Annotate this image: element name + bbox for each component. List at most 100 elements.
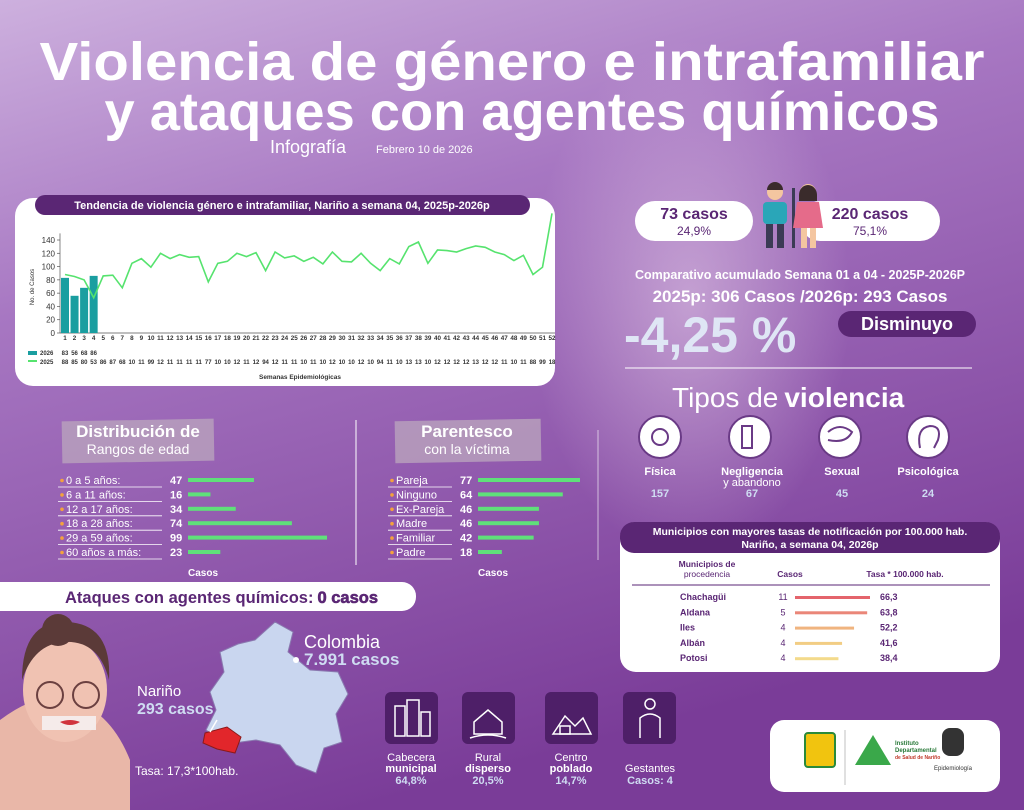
table-value: 10 bbox=[511, 360, 518, 366]
x-tick-label: 25 bbox=[291, 335, 299, 342]
bullet bbox=[60, 493, 64, 497]
type-name: Física bbox=[644, 466, 676, 478]
value-label: 99 bbox=[170, 533, 182, 545]
table-value: 10 bbox=[320, 360, 327, 366]
female-cases: 220 casos bbox=[832, 206, 909, 223]
category-label: Ninguno bbox=[396, 489, 437, 501]
comparison-change: -4,25 % bbox=[624, 307, 796, 363]
table-value: 12 bbox=[234, 360, 241, 366]
x-tick-label: 29 bbox=[329, 335, 337, 342]
table-value: 11 bbox=[167, 360, 174, 366]
bar bbox=[478, 535, 534, 540]
x-tick-label: 15 bbox=[195, 335, 203, 342]
table-value: 10 bbox=[396, 360, 403, 366]
bar bbox=[478, 492, 563, 497]
table-value: 10 bbox=[339, 360, 346, 366]
x-tick-label: 50 bbox=[529, 335, 537, 342]
table-value: 80 bbox=[81, 360, 88, 366]
table-value: 99 bbox=[148, 360, 155, 366]
table-value: 11 bbox=[196, 360, 203, 366]
type-value: 157 bbox=[651, 488, 669, 500]
table-value: 13 bbox=[415, 360, 422, 366]
legend-label: 2026 bbox=[40, 351, 54, 357]
female-pill bbox=[800, 201, 940, 241]
x-tick-label: 47 bbox=[501, 335, 509, 342]
area-label: Centro bbox=[554, 752, 587, 764]
x-tick-label: 34 bbox=[377, 335, 385, 342]
y-tick-label: 40 bbox=[46, 302, 55, 311]
table-value: 83 bbox=[62, 351, 69, 357]
x-tick-label: 46 bbox=[491, 335, 499, 342]
x-axis-label: Casos bbox=[478, 568, 508, 579]
table-header: Municipios de bbox=[679, 559, 736, 569]
area-label: Rural bbox=[475, 752, 501, 764]
male-cases: 73 casos bbox=[660, 206, 728, 223]
category-label: 18 a 28 años: bbox=[66, 518, 133, 530]
area-icons bbox=[385, 692, 676, 744]
type-name: Psicológica bbox=[897, 466, 959, 478]
subtitle: Infografía bbox=[270, 137, 347, 157]
x-tick-label: 42 bbox=[453, 335, 461, 342]
x-tick-label: 40 bbox=[434, 335, 442, 342]
table-value: 88 bbox=[62, 360, 69, 366]
table-value: 10 bbox=[300, 360, 307, 366]
value-label: 23 bbox=[170, 547, 182, 559]
category-label: Ex-Pareja bbox=[396, 504, 445, 516]
x-tick-label: 23 bbox=[272, 335, 280, 342]
type-subname: y abandono bbox=[723, 477, 781, 489]
cases: 4 bbox=[780, 638, 785, 648]
line bbox=[64, 213, 553, 300]
category-label: Familiar bbox=[396, 533, 435, 545]
x-tick-label: 51 bbox=[539, 335, 547, 342]
table-value: 11 bbox=[243, 360, 250, 366]
chemical-label: Ataques con agentes químicos: bbox=[65, 589, 313, 607]
table-value: 11 bbox=[186, 360, 193, 366]
municipality: Chachagüi bbox=[680, 592, 726, 602]
table-value: 11 bbox=[281, 360, 288, 366]
table-value: 12 bbox=[329, 360, 336, 366]
table-value: 12 bbox=[434, 360, 441, 366]
rate: 38,4 bbox=[880, 653, 898, 663]
value-label: 42 bbox=[460, 533, 472, 545]
table-value: 12 bbox=[253, 360, 260, 366]
cases: 5 bbox=[780, 607, 785, 617]
country: Colombia bbox=[304, 632, 381, 652]
table-value: 12 bbox=[157, 360, 164, 366]
bar bbox=[478, 521, 539, 526]
woman-illustration bbox=[0, 614, 130, 810]
logo-text: Epidemiología bbox=[934, 766, 973, 772]
trend-title-pill bbox=[35, 195, 530, 215]
value-label: 47 bbox=[170, 475, 182, 487]
table-value: 11 bbox=[176, 360, 183, 366]
cases: 4 bbox=[780, 623, 785, 633]
rate: 63,8 bbox=[880, 607, 898, 617]
table-value: 12 bbox=[453, 360, 460, 366]
area-value: 64,8% bbox=[395, 775, 426, 787]
municipalities-title-pill bbox=[620, 522, 1000, 553]
violence-icons bbox=[638, 415, 950, 459]
bar bbox=[80, 287, 89, 333]
x-tick-label: 9 bbox=[140, 335, 144, 342]
table-value: 10 bbox=[425, 360, 432, 366]
chemical-value: 0 casos bbox=[317, 589, 378, 607]
area-value: 14,7% bbox=[555, 775, 586, 787]
municipality: Aldana bbox=[680, 607, 711, 617]
y-tick-label: 140 bbox=[42, 236, 56, 245]
table-header: Tasa * 100.000 hab. bbox=[866, 569, 943, 579]
table-value: 94 bbox=[377, 360, 384, 366]
type-value: 45 bbox=[836, 488, 848, 500]
x-tick-label: 31 bbox=[348, 335, 356, 342]
chart-subtitle: con la víctima bbox=[424, 441, 510, 457]
table-header: Casos bbox=[777, 569, 803, 579]
x-tick-label: 39 bbox=[424, 335, 432, 342]
table-value: 77 bbox=[205, 360, 212, 366]
area-label: Gestantes bbox=[625, 763, 676, 775]
date: Febrero 10 de 2026 bbox=[376, 144, 473, 156]
rate-bar bbox=[795, 657, 839, 661]
x-tick-label: 45 bbox=[482, 335, 490, 342]
y-tick-label: 120 bbox=[42, 249, 56, 258]
x-tick-label: 6 bbox=[111, 335, 115, 342]
rate-bar bbox=[795, 641, 843, 645]
logo-text: Departamental bbox=[895, 748, 937, 754]
